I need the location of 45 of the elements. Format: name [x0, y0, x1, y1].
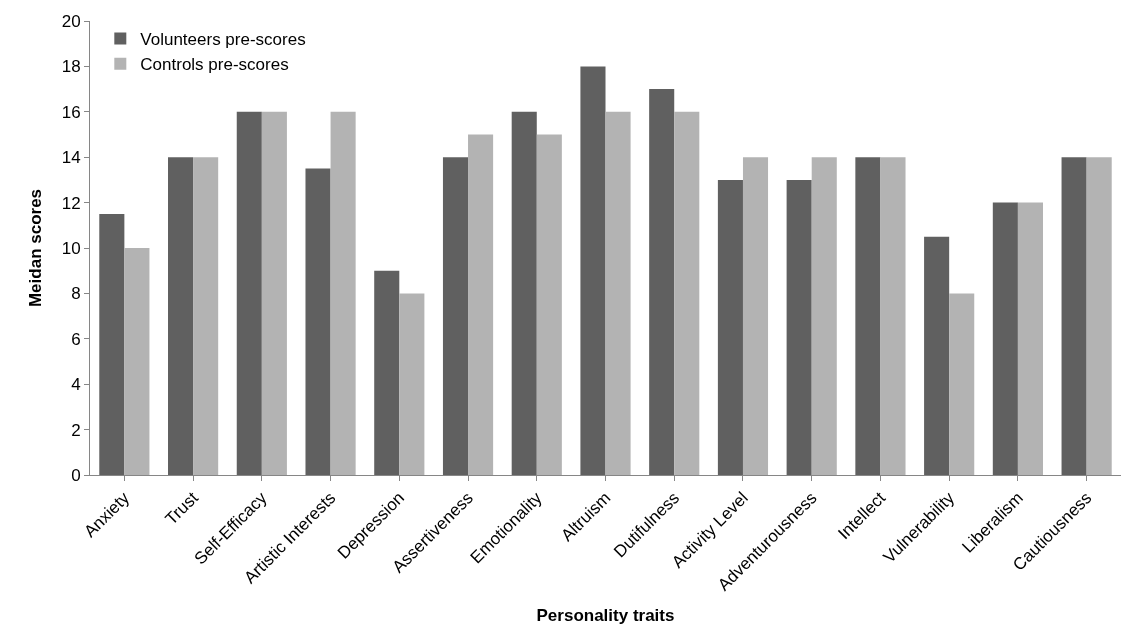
legend-label: Controls pre-scores — [140, 55, 289, 75]
y-tick-label: 0 — [71, 465, 81, 485]
y-axis-title: Meidan scores — [26, 188, 46, 308]
bar — [811, 157, 837, 475]
bar — [168, 157, 194, 475]
y-tick-label: 8 — [71, 284, 81, 304]
y-tick-label: 14 — [61, 148, 81, 168]
bar — [1061, 157, 1087, 475]
bar — [399, 293, 425, 475]
bar — [442, 157, 469, 475]
bar — [536, 134, 562, 475]
y-tick-label: 10 — [61, 238, 81, 258]
bar — [236, 111, 262, 475]
bar — [880, 157, 906, 475]
bar — [330, 111, 356, 475]
legend-label: Volunteers pre-scores — [140, 30, 306, 50]
bar — [468, 134, 494, 475]
x-axis-title: Personality traits — [536, 606, 675, 626]
bar — [193, 157, 219, 475]
bar — [1017, 202, 1043, 475]
bar — [674, 111, 700, 475]
y-tick-label: 16 — [61, 102, 81, 122]
y-tick-label: 12 — [61, 193, 81, 213]
y-tick-label: 20 — [61, 11, 81, 31]
bar — [374, 270, 400, 475]
bar — [124, 248, 150, 475]
bar — [786, 179, 812, 475]
bar — [649, 89, 675, 475]
y-tick-label: 2 — [71, 420, 81, 440]
bar — [742, 157, 769, 475]
bar — [924, 236, 950, 475]
y-tick-label: 18 — [61, 57, 81, 77]
bar — [99, 213, 125, 475]
bar — [949, 293, 975, 475]
bar — [1086, 157, 1112, 475]
bar — [305, 168, 331, 475]
bar — [580, 66, 606, 475]
y-tick-label: 6 — [71, 329, 81, 349]
bar — [992, 202, 1018, 475]
bar — [605, 111, 631, 475]
y-tick-label: 4 — [71, 375, 81, 395]
bar — [717, 179, 743, 475]
bar — [511, 111, 537, 475]
bar — [855, 157, 881, 475]
bar — [261, 111, 287, 475]
